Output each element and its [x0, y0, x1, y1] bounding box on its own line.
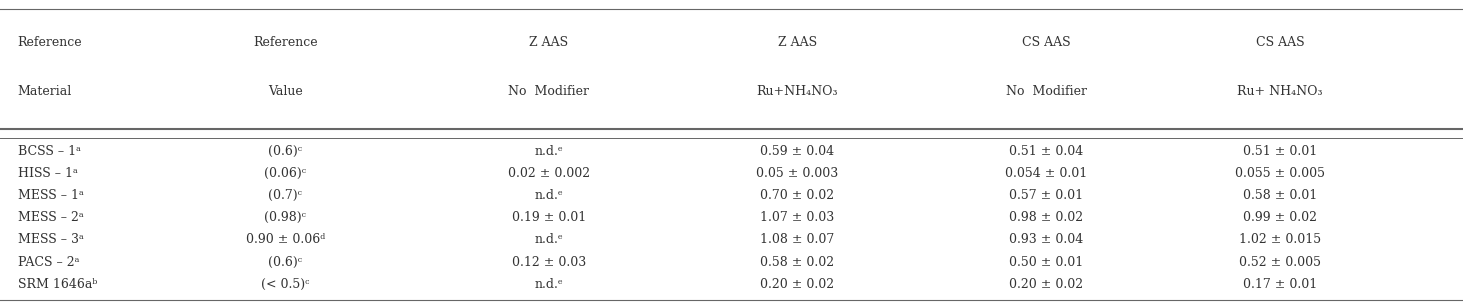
Text: 1.08 ± 0.07: 1.08 ± 0.07 [761, 234, 834, 246]
Text: MESS – 3ᵃ: MESS – 3ᵃ [18, 234, 83, 246]
Text: 0.52 ± 0.005: 0.52 ± 0.005 [1239, 256, 1321, 268]
Text: No  Modifier: No Modifier [508, 85, 590, 98]
Text: No  Modifier: No Modifier [1005, 85, 1087, 98]
Text: 0.02 ± 0.002: 0.02 ± 0.002 [508, 167, 590, 180]
Text: (0.06)ᶜ: (0.06)ᶜ [265, 167, 306, 180]
Text: Reference: Reference [253, 36, 317, 49]
Text: 0.17 ± 0.01: 0.17 ± 0.01 [1244, 278, 1317, 291]
Text: SRM 1646aᵇ: SRM 1646aᵇ [18, 278, 97, 291]
Text: Material: Material [18, 85, 72, 98]
Text: 0.58 ± 0.01: 0.58 ± 0.01 [1244, 189, 1317, 202]
Text: 0.58 ± 0.02: 0.58 ± 0.02 [761, 256, 834, 268]
Text: 1.07 ± 0.03: 1.07 ± 0.03 [761, 211, 834, 224]
Text: Z AAS: Z AAS [778, 36, 816, 49]
Text: 0.51 ± 0.01: 0.51 ± 0.01 [1244, 145, 1317, 158]
Text: 1.02 ± 0.015: 1.02 ± 0.015 [1239, 234, 1321, 246]
Text: n.d.ᵉ: n.d.ᵉ [534, 189, 563, 202]
Text: 0.51 ± 0.04: 0.51 ± 0.04 [1009, 145, 1083, 158]
Text: 0.98 ± 0.02: 0.98 ± 0.02 [1009, 211, 1083, 224]
Text: Value: Value [268, 85, 303, 98]
Text: 0.90 ± 0.06ᵈ: 0.90 ± 0.06ᵈ [246, 234, 325, 246]
Text: 0.19 ± 0.01: 0.19 ± 0.01 [512, 211, 585, 224]
Text: Ru+ NH₄NO₃: Ru+ NH₄NO₃ [1238, 85, 1323, 98]
Text: BCSS – 1ᵃ: BCSS – 1ᵃ [18, 145, 80, 158]
Text: (0.7)ᶜ: (0.7)ᶜ [268, 189, 303, 202]
Text: (0.6)ᶜ: (0.6)ᶜ [268, 145, 303, 158]
Text: n.d.ᵉ: n.d.ᵉ [534, 234, 563, 246]
Text: Z AAS: Z AAS [530, 36, 568, 49]
Text: MESS – 1ᵃ: MESS – 1ᵃ [18, 189, 83, 202]
Text: 0.59 ± 0.04: 0.59 ± 0.04 [761, 145, 834, 158]
Text: 0.05 ± 0.003: 0.05 ± 0.003 [756, 167, 838, 180]
Text: 0.70 ± 0.02: 0.70 ± 0.02 [761, 189, 834, 202]
Text: (< 0.5)ᶜ: (< 0.5)ᶜ [260, 278, 310, 291]
Text: 0.99 ± 0.02: 0.99 ± 0.02 [1244, 211, 1317, 224]
Text: MESS – 2ᵃ: MESS – 2ᵃ [18, 211, 83, 224]
Text: 0.20 ± 0.02: 0.20 ± 0.02 [1009, 278, 1083, 291]
Text: CS AAS: CS AAS [1255, 36, 1305, 49]
Text: 0.12 ± 0.03: 0.12 ± 0.03 [512, 256, 585, 268]
Text: 0.50 ± 0.01: 0.50 ± 0.01 [1009, 256, 1083, 268]
Text: Reference: Reference [18, 36, 82, 49]
Text: HISS – 1ᵃ: HISS – 1ᵃ [18, 167, 78, 180]
Text: CS AAS: CS AAS [1021, 36, 1071, 49]
Text: 0.055 ± 0.005: 0.055 ± 0.005 [1235, 167, 1325, 180]
Text: Ru+NH₄NO₃: Ru+NH₄NO₃ [756, 85, 838, 98]
Text: n.d.ᵉ: n.d.ᵉ [534, 278, 563, 291]
Text: 0.054 ± 0.01: 0.054 ± 0.01 [1005, 167, 1087, 180]
Text: 0.57 ± 0.01: 0.57 ± 0.01 [1009, 189, 1083, 202]
Text: 0.93 ± 0.04: 0.93 ± 0.04 [1009, 234, 1083, 246]
Text: (0.6)ᶜ: (0.6)ᶜ [268, 256, 303, 268]
Text: 0.20 ± 0.02: 0.20 ± 0.02 [761, 278, 834, 291]
Text: (0.98)ᶜ: (0.98)ᶜ [265, 211, 306, 224]
Text: PACS – 2ᵃ: PACS – 2ᵃ [18, 256, 79, 268]
Text: n.d.ᵉ: n.d.ᵉ [534, 145, 563, 158]
